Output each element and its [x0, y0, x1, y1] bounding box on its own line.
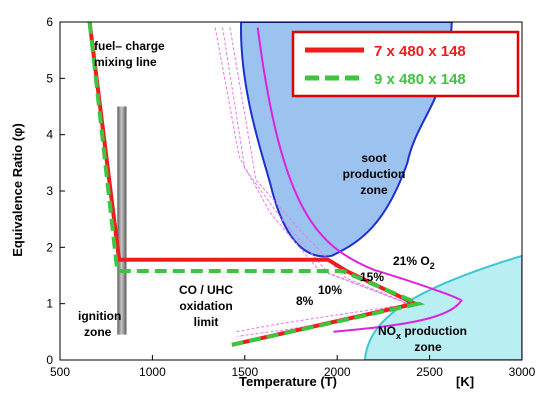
soot-label-line3: zone: [360, 183, 388, 197]
y-axis-ticks: 0 1 2 3 4 5 6: [46, 15, 65, 367]
x-tick-label: 1000: [139, 365, 166, 379]
o2-dashed-curve: [222, 27, 408, 305]
o2-15-label: 15%: [360, 270, 384, 284]
y-tick-label: 5: [46, 71, 53, 85]
ignition-label-1: ignition: [78, 309, 121, 323]
mixing-line-label-2: mixing line: [94, 55, 157, 69]
x-tick-label: 1500: [231, 365, 258, 379]
x-axis-label: Temperature (T): [239, 374, 337, 389]
oxidation-label-2: oxidation: [179, 299, 232, 313]
x-axis-ticks: 500 1000 1500 2000 2500 3000: [50, 355, 536, 379]
legend-box: [291, 30, 520, 98]
x-axis-unit: [K]: [456, 374, 474, 389]
nox-label: NOx production: [378, 324, 467, 341]
o2-8-label: 8%: [296, 294, 314, 308]
legend-label-red: 7 x 480 x 148: [374, 43, 466, 60]
x-tick-label: 2500: [416, 365, 443, 379]
series-line: [87, 22, 425, 347]
series-layer: [87, 22, 425, 347]
x-tick-label: 500: [50, 365, 70, 379]
legend: 7 x 480 x 148 9 x 480 x 148: [291, 30, 520, 98]
o2-21-percent-curve: [256, 27, 463, 302]
mixing-line-label-1: fuel– charge: [94, 39, 165, 53]
ignition-zone-bar: [117, 106, 127, 335]
soot-label-line2: production: [343, 167, 406, 181]
o2-lower-curve: [333, 300, 462, 333]
y-tick-label: 1: [46, 297, 53, 311]
oxidation-label-3: limit: [194, 315, 219, 329]
ignition-label-2: zone: [84, 325, 112, 339]
x-tick-label: 3000: [509, 365, 536, 379]
o2-10-label: 10%: [318, 283, 342, 297]
y-axis-label: Equivalence Ratio (φ): [10, 123, 25, 257]
y-tick-label: 2: [46, 240, 53, 254]
y-tick-label: 0: [46, 353, 53, 367]
y-tick-label: 3: [46, 184, 53, 198]
y-tick-label: 4: [46, 128, 53, 142]
nox-label-line2: zone: [414, 340, 442, 354]
series-line: [87, 22, 421, 347]
soot-label-line1: soot: [361, 151, 386, 165]
y-tick-label: 6: [46, 15, 53, 29]
o2-dashed-curve: [235, 306, 393, 333]
nox-production-region: [363, 254, 522, 360]
o2-dashed-curve: [229, 27, 403, 302]
o2-dashed-curve: [214, 27, 412, 306]
legend-label-green: 9 x 480 x 148: [374, 71, 466, 88]
x-tick-label: 2000: [324, 365, 351, 379]
o2-21-label: 21% O2: [393, 254, 435, 271]
oxidation-label-1: CO / UHC: [179, 283, 233, 297]
